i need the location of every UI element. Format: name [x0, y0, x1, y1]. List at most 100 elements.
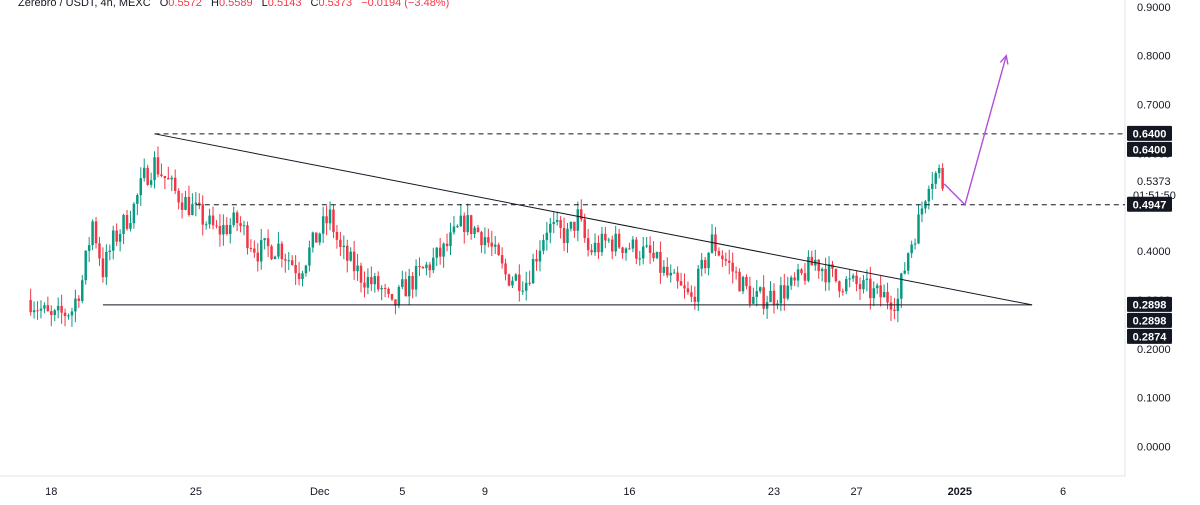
candle-body	[697, 268, 700, 302]
candle-body	[356, 265, 359, 272]
candle-body	[524, 282, 528, 291]
candle-body	[70, 311, 74, 316]
candle-body	[184, 196, 187, 210]
candle-body	[690, 292, 693, 297]
candle-body	[631, 239, 635, 249]
symbol-legend[interactable]: Zerebro / USDT, 4h, MEXC O0.5572 H0.5589…	[18, 0, 449, 9]
x-tick-label: Dec	[310, 486, 330, 498]
candle-body	[628, 248, 631, 250]
candle-body	[511, 280, 514, 286]
candle-body	[208, 215, 211, 225]
candle-body	[242, 225, 246, 227]
candle-body	[580, 209, 583, 220]
candles	[29, 146, 944, 327]
candle-body	[198, 202, 201, 205]
candle-body	[290, 260, 294, 265]
price-axis[interactable]: 0.90000.80000.70000.60000.40000.30000.20…	[1137, 2, 1171, 454]
projection-path[interactable]	[943, 55, 1007, 207]
candle-body	[789, 277, 793, 286]
candle-body	[889, 302, 893, 310]
candle-body	[170, 177, 173, 180]
candle-body	[146, 167, 149, 185]
candle-body	[469, 215, 473, 235]
candle-body	[363, 282, 366, 288]
candle-body	[187, 196, 191, 215]
candle-body	[249, 247, 253, 249]
descending-trendline[interactable]	[154, 133, 1033, 306]
candle-body	[566, 228, 569, 244]
price-tag	[1127, 296, 1172, 312]
candle-body	[105, 251, 108, 278]
symbol-title[interactable]: Zerebro / USDT, 4h, MEXC	[18, 0, 151, 9]
candle-body	[841, 291, 845, 293]
x-tick-label: 9	[482, 486, 488, 498]
candle-body	[624, 248, 628, 253]
candle-body	[590, 250, 593, 253]
candle-body	[153, 157, 156, 181]
candle-body	[315, 232, 318, 243]
candle-body	[132, 203, 136, 224]
candle-body	[36, 310, 39, 312]
candle-body	[882, 291, 886, 298]
candle-body	[438, 247, 442, 257]
candle-body	[194, 202, 198, 205]
current-price-label: 0.5373	[1137, 176, 1171, 188]
candle-body	[617, 233, 621, 248]
candle-body	[56, 305, 60, 311]
candle-body	[352, 251, 356, 272]
candle-body	[803, 273, 807, 281]
candle-body	[442, 243, 445, 257]
candle-body	[421, 267, 425, 269]
price-tag	[1127, 125, 1172, 141]
x-tick-label: 16	[623, 486, 635, 498]
x-tick-label: 25	[190, 486, 202, 498]
candle-body	[817, 259, 820, 272]
candle-body	[559, 220, 562, 228]
candle-body	[490, 242, 494, 247]
candle-body	[394, 299, 397, 306]
candle-body	[263, 238, 266, 241]
candle-body	[266, 238, 270, 247]
candle-body	[32, 310, 36, 313]
candle-body	[94, 221, 98, 244]
candle-body	[43, 305, 46, 309]
close-label: C	[310, 0, 319, 9]
candle-body	[748, 286, 752, 304]
candle-body	[346, 245, 349, 261]
candle-body	[177, 190, 180, 203]
candle-body	[941, 167, 944, 189]
high-label: H	[211, 0, 219, 9]
candle-body	[239, 223, 242, 227]
candle-body	[504, 263, 507, 275]
low-value: 0.5143	[267, 0, 302, 9]
candle-body	[528, 282, 531, 284]
candle-body	[122, 214, 125, 235]
time-axis[interactable]: 18 25 Dec 5 9 16 23 27 2025 6	[45, 486, 1066, 498]
candle-body	[913, 243, 917, 245]
candle-body	[906, 253, 910, 271]
candle-body	[29, 299, 32, 313]
candle-body	[373, 276, 377, 285]
candle-body	[851, 275, 855, 279]
candle-body	[191, 204, 194, 215]
candle-body	[717, 250, 721, 256]
candle-body	[493, 244, 497, 247]
candle-body	[445, 243, 449, 247]
candle-body	[466, 215, 469, 233]
candle-body	[284, 259, 287, 261]
candle-body	[380, 287, 383, 290]
price-tag-label: 0.6400	[1133, 144, 1167, 156]
candle-body	[721, 255, 724, 260]
candle-body	[552, 222, 555, 224]
y-tick-label: 0.1000	[1137, 393, 1171, 405]
candle-body	[366, 277, 370, 288]
candle-body	[308, 247, 311, 266]
drawings[interactable]	[102, 54, 1125, 306]
candle-body	[332, 209, 335, 232]
x-tick-label: 2025	[948, 486, 972, 498]
candle-body	[676, 272, 679, 282]
candle-body	[886, 291, 889, 303]
candle-body	[301, 273, 304, 280]
